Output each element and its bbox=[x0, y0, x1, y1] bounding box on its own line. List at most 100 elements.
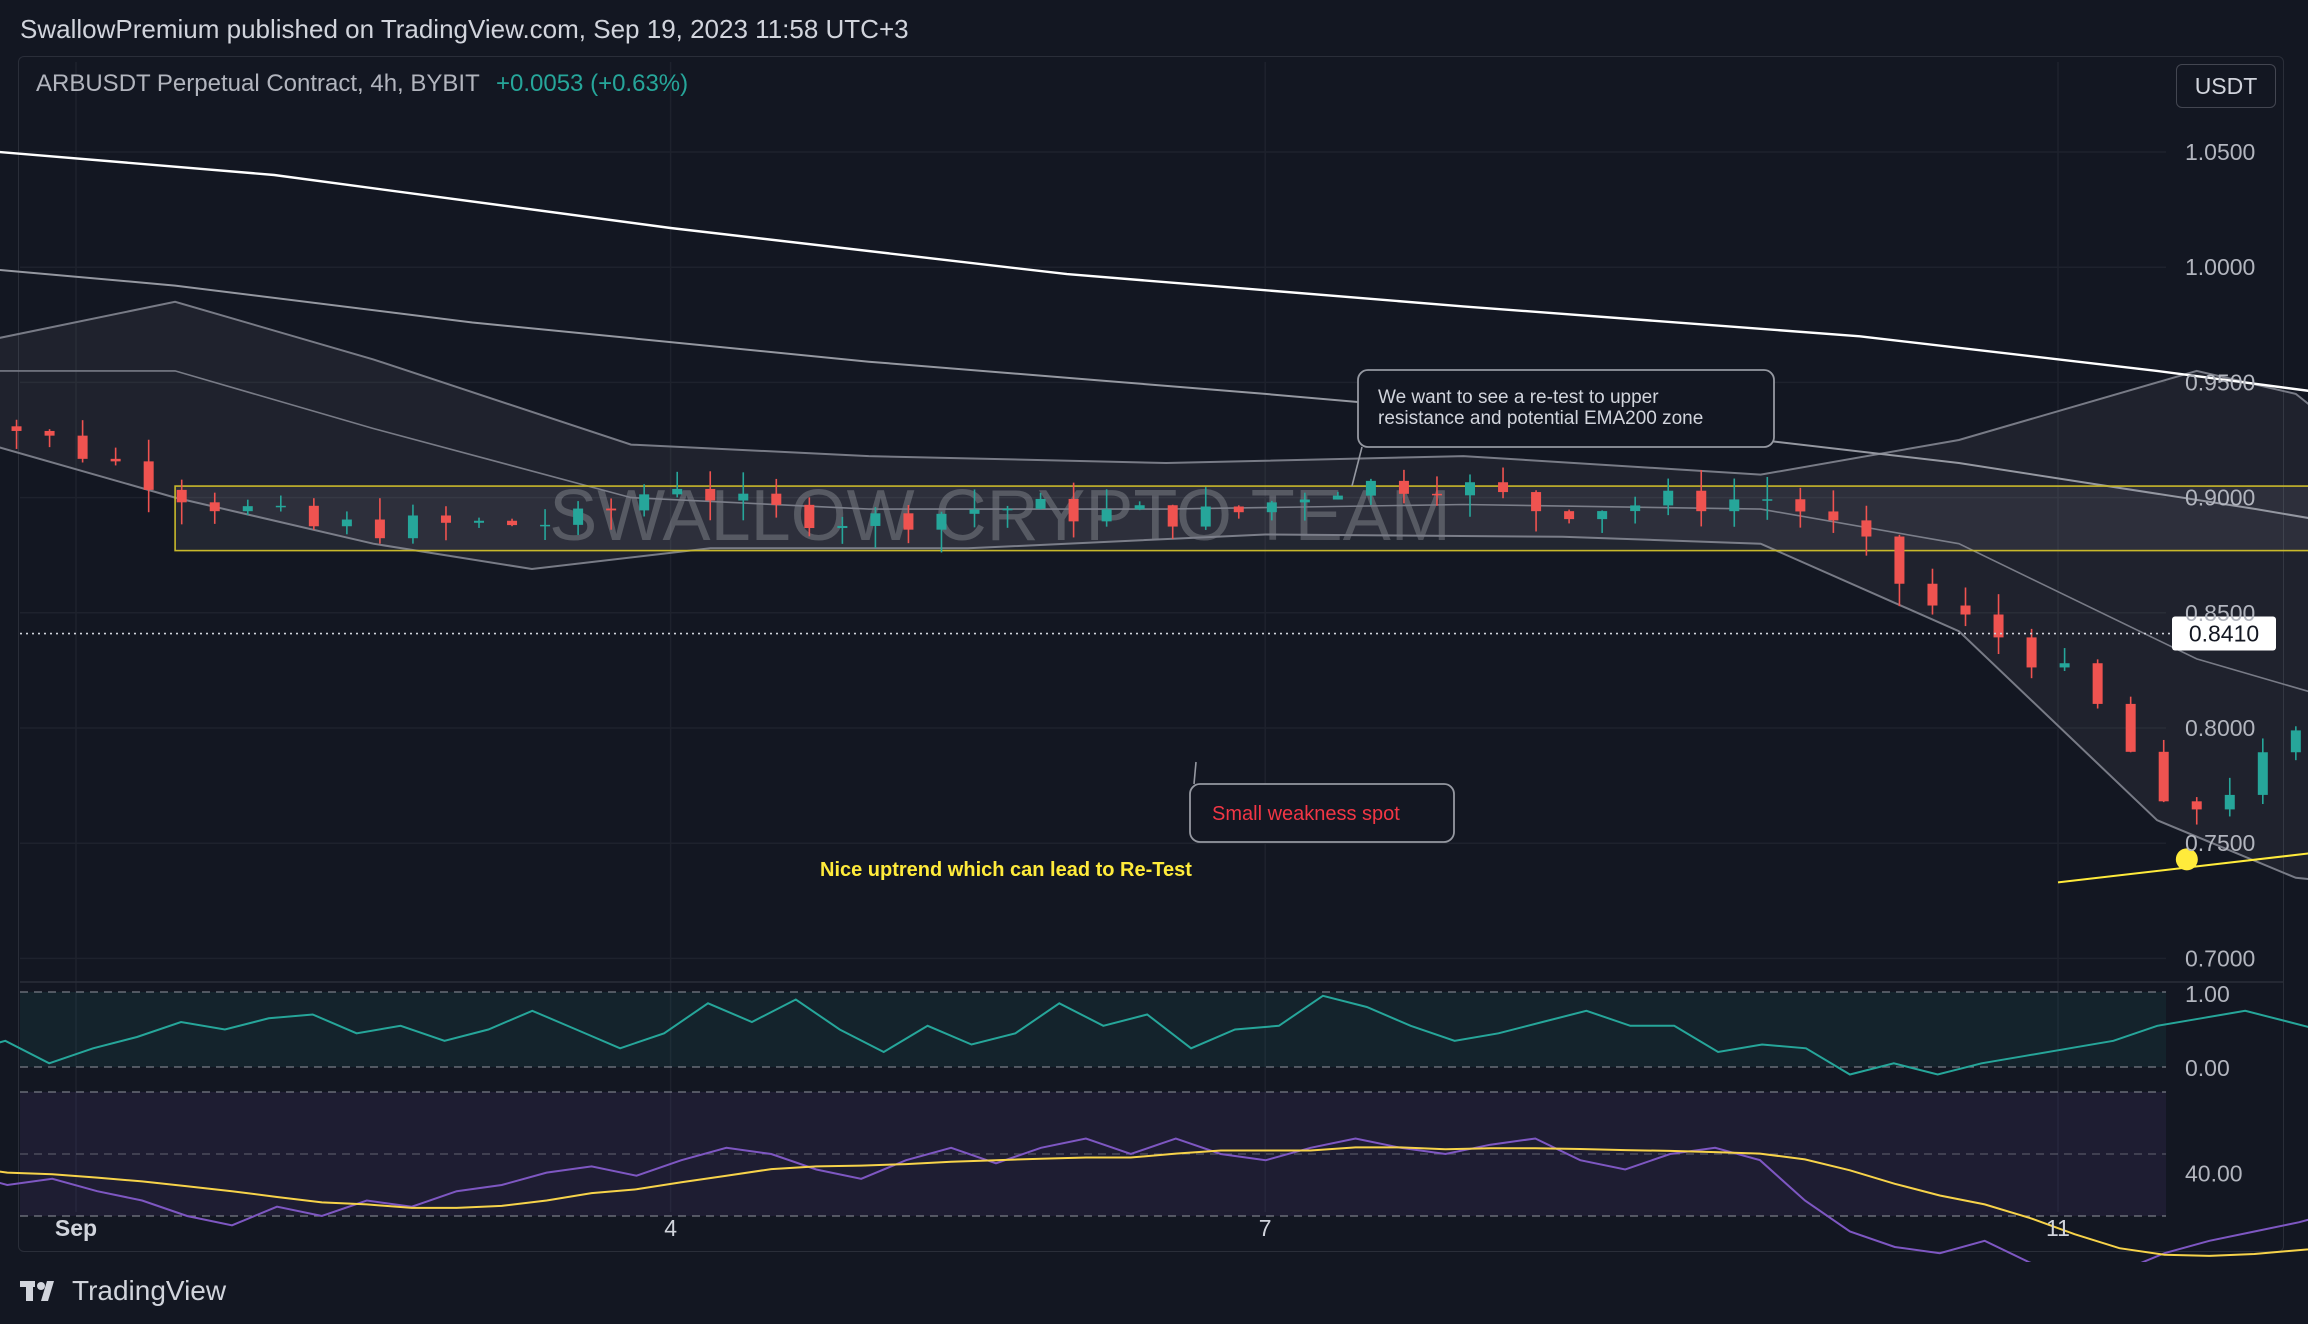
chart-canvas[interactable]: SWALLOW CRYPTO TEAM 0.8410 1.0500 1.0000 0.9… bbox=[0, 0, 2308, 1262]
currency-button[interactable]: USDT bbox=[2176, 64, 2276, 108]
watermark-text: SWALLOW CRYPTO TEAM bbox=[549, 476, 1451, 556]
candle-body bbox=[606, 508, 617, 511]
grid-lines bbox=[20, 62, 2166, 1212]
candle-body bbox=[2257, 752, 2268, 795]
candle bbox=[1134, 501, 1145, 511]
candle bbox=[1332, 491, 1343, 500]
rsi-line bbox=[0, 1137, 2308, 1262]
candle-body bbox=[672, 488, 683, 495]
candle bbox=[2158, 739, 2169, 803]
candlestick-series bbox=[11, 419, 2301, 825]
candle bbox=[1729, 478, 1740, 527]
candle bbox=[1299, 492, 1310, 521]
candle-body bbox=[1564, 511, 1575, 520]
candle-body bbox=[143, 461, 154, 490]
candle-body bbox=[1398, 480, 1409, 494]
candle bbox=[606, 498, 617, 530]
candle-body bbox=[804, 504, 815, 529]
resistance-zone bbox=[174, 485, 2308, 552]
candle-body bbox=[1960, 605, 1971, 615]
candle bbox=[1398, 469, 1409, 504]
candle-body bbox=[308, 505, 319, 527]
candle-body bbox=[1465, 482, 1476, 496]
candle-body bbox=[2026, 637, 2037, 668]
rsi-signal-line bbox=[0, 1146, 2308, 1257]
candle-body bbox=[1365, 480, 1376, 496]
osc1-tick-label: 0.00 bbox=[2185, 1055, 2230, 1081]
y-tick-label: 1.0500 bbox=[2185, 139, 2255, 165]
retest-note-line1: We want to see a re-test to upper bbox=[1378, 387, 1659, 408]
candle-body bbox=[1861, 520, 1872, 537]
candle bbox=[275, 495, 286, 512]
chart-frame bbox=[18, 56, 2284, 1252]
candle-body bbox=[2125, 703, 2136, 752]
x-tick-label: 7 bbox=[1259, 1215, 1272, 1241]
y-tick-label: 0.8500 bbox=[2185, 600, 2255, 626]
bollinger-band-fill bbox=[0, 301, 2308, 880]
tradingview-logo[interactable]: TradingView bbox=[20, 1275, 226, 1307]
candle-body bbox=[738, 493, 749, 501]
candle-body bbox=[1894, 536, 1905, 584]
candle-body bbox=[1167, 505, 1178, 527]
candle-body bbox=[2059, 663, 2070, 668]
oscillator1-band bbox=[20, 992, 2166, 1067]
candle bbox=[2257, 738, 2268, 805]
osc1-tick-label: 1.00 bbox=[2185, 981, 2230, 1007]
candle bbox=[1035, 492, 1046, 510]
candle bbox=[1531, 490, 1542, 532]
weakness-callout-pointer bbox=[1193, 761, 1197, 785]
candle bbox=[969, 489, 980, 528]
candle bbox=[2092, 659, 2103, 709]
candle-body bbox=[1332, 495, 1343, 500]
candle bbox=[639, 484, 650, 517]
candle bbox=[242, 499, 253, 516]
symbol-label: ARBUSDT Perpetual Contract, 4h, BYBIT bbox=[36, 70, 480, 97]
candle bbox=[2290, 726, 2301, 761]
tradingview-logo-icon bbox=[20, 1278, 62, 1304]
candle bbox=[1431, 476, 1442, 506]
candle-body bbox=[870, 513, 881, 526]
candle-body bbox=[1531, 492, 1542, 512]
candle-body bbox=[275, 505, 286, 508]
candle bbox=[1101, 489, 1112, 527]
candle bbox=[1894, 534, 1905, 607]
candle-body bbox=[77, 435, 88, 459]
candle bbox=[1498, 467, 1509, 499]
tradingview-brand: TradingView bbox=[72, 1275, 227, 1306]
candle bbox=[804, 497, 815, 537]
candle-body bbox=[341, 519, 352, 527]
candle-body bbox=[1068, 498, 1079, 522]
candle-body bbox=[1663, 490, 1674, 506]
y-tick-label: 0.8000 bbox=[2185, 715, 2255, 741]
candle-body bbox=[1729, 499, 1740, 512]
candle bbox=[374, 498, 385, 544]
candle-body bbox=[1134, 505, 1145, 510]
candle-body bbox=[1795, 499, 1806, 512]
price-change: +0.0053 (+0.63%) bbox=[495, 70, 689, 97]
retest-callout-box bbox=[1357, 369, 1775, 448]
candle bbox=[474, 517, 485, 528]
y-tick-label: 0.7500 bbox=[2185, 830, 2255, 856]
weakness-callout-box bbox=[1189, 783, 1455, 843]
candle bbox=[11, 419, 22, 449]
candle-body bbox=[507, 520, 518, 526]
candle-body bbox=[969, 509, 980, 514]
retest-callout-pointer bbox=[1351, 446, 1363, 487]
y-tick-label: 0.9500 bbox=[2185, 369, 2255, 395]
candle bbox=[1828, 490, 1839, 533]
candle bbox=[738, 472, 749, 521]
candle bbox=[771, 478, 782, 518]
candle bbox=[2125, 696, 2136, 753]
candle-body bbox=[1002, 508, 1013, 511]
candle bbox=[573, 501, 584, 535]
candle bbox=[870, 507, 881, 548]
ema200-line bbox=[0, 150, 2308, 392]
weakness-note: Small weakness spot bbox=[1212, 803, 1400, 825]
candle bbox=[672, 471, 683, 498]
candle bbox=[176, 479, 187, 525]
candle-body bbox=[1266, 502, 1277, 513]
candle bbox=[2059, 648, 2070, 671]
candle bbox=[2224, 777, 2235, 817]
candle bbox=[308, 498, 319, 530]
candle-body bbox=[209, 502, 220, 512]
